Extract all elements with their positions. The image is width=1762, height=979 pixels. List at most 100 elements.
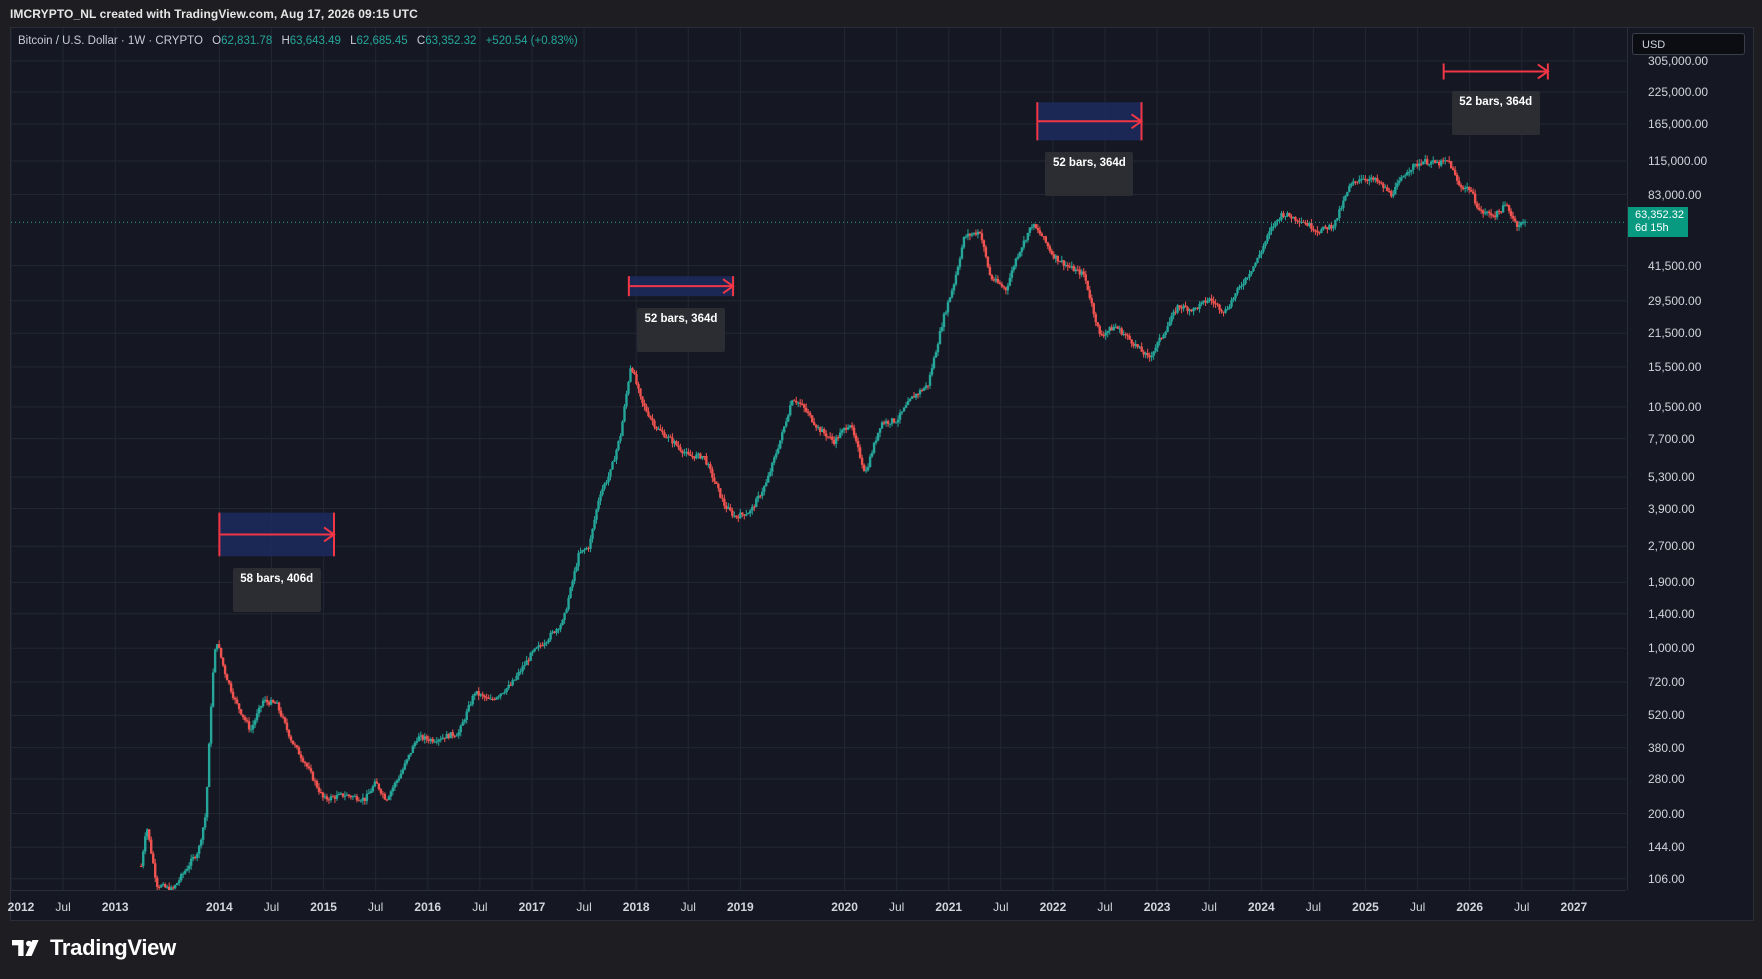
candle-body [1288,212,1291,217]
candle-body [1218,304,1221,310]
candle-body [685,451,688,453]
time-axis[interactable]: 2012 Jul 2013 2014 Jul 2015 Jul 2016 Jul 2017 Jul 2… [8,890,1626,921]
candle-body [1481,210,1485,214]
candle-body [767,475,770,483]
candle-body [175,883,179,886]
candle-body [787,415,790,422]
candle-body [769,471,772,476]
candle-body [611,461,614,470]
low-label: L [350,35,357,47]
candle-body [1370,177,1373,180]
candle-body [621,421,624,437]
candle-body [992,279,996,281]
candle-body [1058,261,1061,263]
candle-body [1477,207,1481,210]
candle-body [1487,211,1491,214]
candle-body [373,781,377,787]
candle-body [417,736,421,742]
candle-body [765,482,768,487]
candle-body [293,744,297,746]
candle-body [1292,216,1295,219]
candle-body [1519,222,1523,226]
price-axis[interactable]: 305,000.00 225,000.00 165,000.00 115,000.00… [1627,28,1754,890]
candle-body [1420,163,1423,165]
candle-body [1188,309,1191,312]
candle-body [281,716,285,718]
currency-button[interactable]: USD [1632,33,1745,55]
candle-body [259,706,263,708]
candle-body [1523,221,1527,223]
candle-body [389,791,393,797]
candle-body [880,422,884,429]
candle-body [1156,342,1159,348]
time-tick-label: Jul [1514,900,1530,914]
candle-body [1090,298,1093,304]
candle-body [433,741,436,743]
candle-body [503,692,506,694]
candle-body [363,797,367,801]
candle-body [1511,216,1515,219]
candle-body [1324,226,1327,228]
price-tick-label: 15,500.00 [1648,359,1702,374]
candle-body [1356,181,1359,183]
price-tick-label: 380.00 [1648,740,1685,755]
candle-body [535,647,538,649]
candle-body [435,741,438,743]
candle-body [627,381,630,394]
candle-body [814,425,818,428]
candle-body [199,839,203,846]
tradingview-logo[interactable]: TradingView [12,933,176,963]
candle-body [830,436,834,440]
candle-body [1256,257,1259,264]
candle-body [1084,274,1087,281]
high-label: H [281,35,290,47]
candle-body [187,865,191,869]
candle-body [669,436,672,438]
candle-body [647,411,650,417]
candle-body [1060,260,1063,262]
candle-body [525,660,528,666]
candle-body [148,829,151,840]
candle-body [1453,170,1457,175]
candle-body [1146,352,1149,356]
candle-body [152,853,155,864]
candle-body [457,732,460,736]
candle-body [1517,225,1521,227]
candle-body [1236,288,1239,294]
candle-body [333,796,337,799]
chart-pane[interactable]: Bitcoin / U.S. Dollar · 1W · CRYPTO O62,… [11,28,1626,890]
candle-body [795,400,798,403]
candle-body [1362,178,1365,180]
candle-body [641,396,644,403]
candle-body [311,771,315,781]
candle-body [423,736,426,740]
candle-body [850,425,854,428]
candle-body [441,737,444,740]
candle-body [1040,233,1044,237]
candle-body [391,787,395,792]
candle-body [1449,161,1453,169]
candle-body [1008,277,1012,286]
candle-body [475,691,478,694]
candle-body [721,497,724,499]
candle-body [659,428,662,431]
candle-body [491,698,494,700]
candle-body [705,456,708,465]
candle-body [1368,179,1371,181]
candle-body [703,456,706,458]
candle-body [1130,339,1133,344]
candle-body [968,233,972,236]
candle-body [169,887,173,890]
candle-body [816,427,820,429]
candle-body [900,411,904,413]
candle-body [285,722,289,730]
candle-body [283,717,287,723]
candle-body [487,697,490,699]
candle-body [773,457,776,463]
candle-body [1509,211,1513,217]
candle-body [605,482,608,484]
candle-body [1438,161,1441,166]
candle-body [1144,352,1147,355]
candle-body [1316,230,1319,233]
candle-body [936,344,940,353]
